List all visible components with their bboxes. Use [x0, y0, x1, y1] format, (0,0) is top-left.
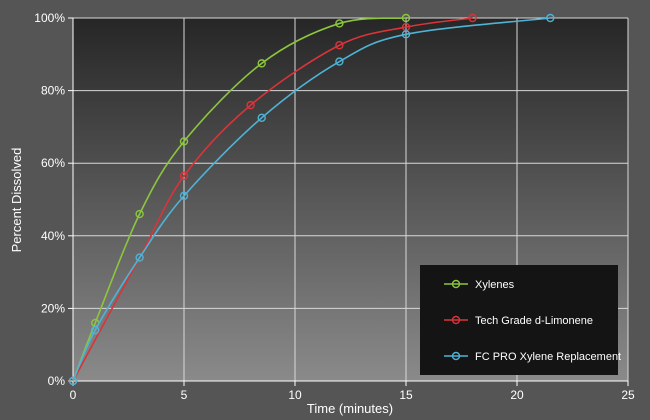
legend-entry: Tech Grade d-Limonene — [444, 315, 593, 327]
data-point — [135, 253, 144, 262]
x-tick-label: 10 — [288, 388, 302, 402]
legend-marker — [451, 351, 461, 361]
data-point — [401, 13, 411, 23]
legend-label: FC PRO Xylene Replacement — [475, 351, 621, 363]
data-point — [135, 209, 144, 219]
y-tick-label: 100% — [34, 11, 65, 25]
x-tick-label: 20 — [510, 388, 524, 402]
series-line — [72, 17, 407, 382]
legend-marker — [451, 315, 461, 325]
data-point — [401, 30, 411, 39]
tick-labels: 0 5 10 15 20 25 0% 20% 40% 60% 80% 100% — [34, 11, 635, 402]
data-point — [179, 191, 189, 201]
y-axis-title: Percent Dissolved — [9, 148, 24, 253]
data-point — [257, 113, 266, 123]
data-point — [335, 57, 344, 66]
data-point — [468, 13, 477, 23]
y-tick-label: 0% — [48, 374, 66, 388]
x-axis-title: Time (minutes) — [307, 401, 393, 416]
legend: Xylenes Tech Grade d-Limonene FC PRO Xylen… — [420, 265, 621, 375]
series-line — [72, 17, 551, 382]
x-tick-label: 15 — [399, 388, 413, 402]
data-point — [246, 100, 255, 110]
data-point — [90, 325, 100, 335]
data-point — [335, 19, 344, 28]
legend-marker — [451, 279, 461, 289]
x-tick-label: 0 — [70, 388, 77, 402]
legend-label: Xylenes — [475, 279, 515, 291]
data-point — [179, 171, 189, 181]
data-series — [68, 13, 555, 386]
legend-entry: FC PRO Xylene Replacement — [444, 351, 621, 363]
data-point — [546, 13, 555, 23]
series-2 — [68, 13, 555, 386]
legend-label: Tech Grade d-Limonene — [475, 315, 593, 327]
data-point — [257, 59, 266, 68]
data-point — [68, 376, 78, 386]
y-tick-label: 60% — [41, 156, 65, 170]
x-tick-label: 25 — [621, 388, 635, 402]
x-tick-label: 5 — [181, 388, 188, 402]
y-tick-label: 80% — [41, 84, 65, 98]
y-tick-label: 20% — [41, 301, 65, 315]
legend-entry: Xylenes — [444, 279, 515, 291]
data-point — [179, 137, 189, 146]
y-tick-label: 40% — [41, 229, 65, 243]
data-point — [335, 41, 344, 50]
